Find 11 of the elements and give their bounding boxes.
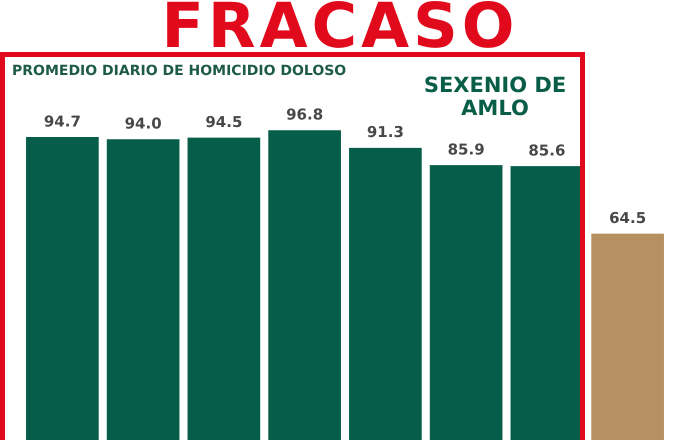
data-label: 85.6 [528,141,566,160]
data-label: 94.7 [44,112,81,130]
data-label: 64.5 [609,208,646,227]
data-label: 91.3 [366,123,404,142]
data-label: 96.8 [286,106,324,124]
data-label: 94.5 [205,112,242,131]
data-label: 94.0 [124,114,162,133]
text: SEXENIO DE AMLO [422,73,568,120]
chart-subtitle: PROMEDIO DIARIO DE HOMICIDIO DOLOSO [12,63,346,79]
chart-title: FRACASO [160,0,520,62]
data-label: 85.9 [448,140,485,159]
